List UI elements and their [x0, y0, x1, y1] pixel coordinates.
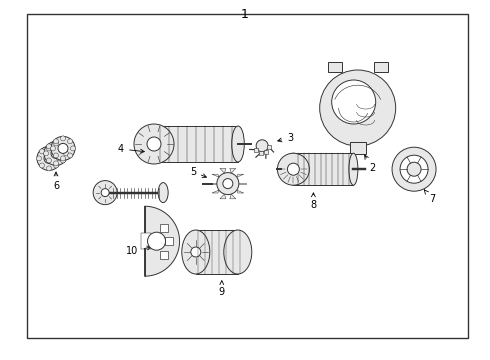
Text: 5: 5: [190, 167, 206, 177]
Text: 1: 1: [241, 8, 249, 21]
Polygon shape: [220, 194, 226, 199]
Text: 4: 4: [118, 144, 145, 154]
Circle shape: [47, 146, 51, 151]
Circle shape: [319, 70, 396, 146]
Bar: [141, 233, 150, 249]
Ellipse shape: [224, 230, 252, 274]
Circle shape: [147, 232, 166, 250]
Circle shape: [217, 172, 239, 195]
Circle shape: [53, 141, 58, 146]
Bar: [374, 62, 388, 72]
Circle shape: [53, 149, 59, 154]
Text: 8: 8: [310, 193, 317, 210]
Ellipse shape: [232, 126, 245, 162]
Ellipse shape: [147, 126, 160, 162]
Bar: [254, 148, 258, 152]
Bar: [160, 251, 169, 259]
Circle shape: [288, 163, 299, 175]
Text: 9: 9: [219, 281, 225, 297]
Bar: [160, 224, 169, 231]
Circle shape: [51, 148, 61, 158]
Bar: [294, 153, 353, 185]
Circle shape: [51, 136, 75, 161]
Ellipse shape: [349, 153, 358, 185]
Circle shape: [392, 147, 436, 191]
Circle shape: [101, 189, 109, 197]
Circle shape: [71, 146, 75, 151]
Bar: [264, 150, 268, 154]
Bar: [259, 151, 263, 155]
Circle shape: [47, 158, 51, 163]
Circle shape: [68, 153, 73, 158]
Polygon shape: [145, 206, 179, 276]
Circle shape: [53, 139, 58, 144]
Circle shape: [53, 163, 59, 168]
Circle shape: [47, 144, 51, 149]
Bar: [154, 126, 238, 162]
Circle shape: [60, 136, 66, 141]
Circle shape: [147, 137, 161, 151]
Polygon shape: [230, 194, 236, 199]
Circle shape: [64, 151, 69, 156]
Circle shape: [332, 80, 376, 124]
Circle shape: [60, 156, 66, 161]
Circle shape: [400, 155, 428, 183]
Polygon shape: [237, 174, 244, 177]
Circle shape: [191, 247, 201, 257]
Circle shape: [36, 156, 42, 161]
Circle shape: [53, 161, 58, 166]
Text: 3: 3: [278, 133, 293, 143]
Bar: [165, 237, 172, 245]
Circle shape: [68, 139, 73, 144]
Circle shape: [44, 153, 54, 163]
Bar: [196, 230, 238, 274]
Circle shape: [53, 153, 58, 158]
Circle shape: [39, 163, 45, 168]
Text: 10: 10: [126, 246, 151, 256]
Polygon shape: [237, 190, 244, 193]
Circle shape: [61, 144, 66, 149]
Circle shape: [47, 166, 51, 171]
Bar: [350, 142, 366, 154]
Circle shape: [58, 143, 68, 153]
Circle shape: [56, 156, 62, 161]
Circle shape: [37, 147, 61, 170]
Circle shape: [44, 141, 68, 165]
Bar: [328, 62, 342, 72]
Polygon shape: [230, 168, 236, 173]
Polygon shape: [212, 190, 219, 193]
Ellipse shape: [158, 183, 168, 203]
Bar: [267, 145, 271, 149]
Circle shape: [277, 153, 309, 185]
Circle shape: [50, 146, 55, 151]
Circle shape: [44, 151, 49, 156]
Circle shape: [134, 124, 174, 164]
Circle shape: [61, 158, 66, 163]
Text: 7: 7: [424, 190, 435, 204]
Text: 6: 6: [53, 172, 59, 192]
Ellipse shape: [182, 230, 210, 274]
Circle shape: [407, 162, 421, 176]
Circle shape: [223, 179, 233, 189]
Polygon shape: [212, 174, 219, 177]
Polygon shape: [220, 168, 226, 173]
Ellipse shape: [289, 153, 298, 185]
Circle shape: [93, 181, 117, 204]
Text: 2: 2: [365, 155, 376, 173]
Circle shape: [256, 140, 268, 152]
Circle shape: [39, 149, 45, 154]
